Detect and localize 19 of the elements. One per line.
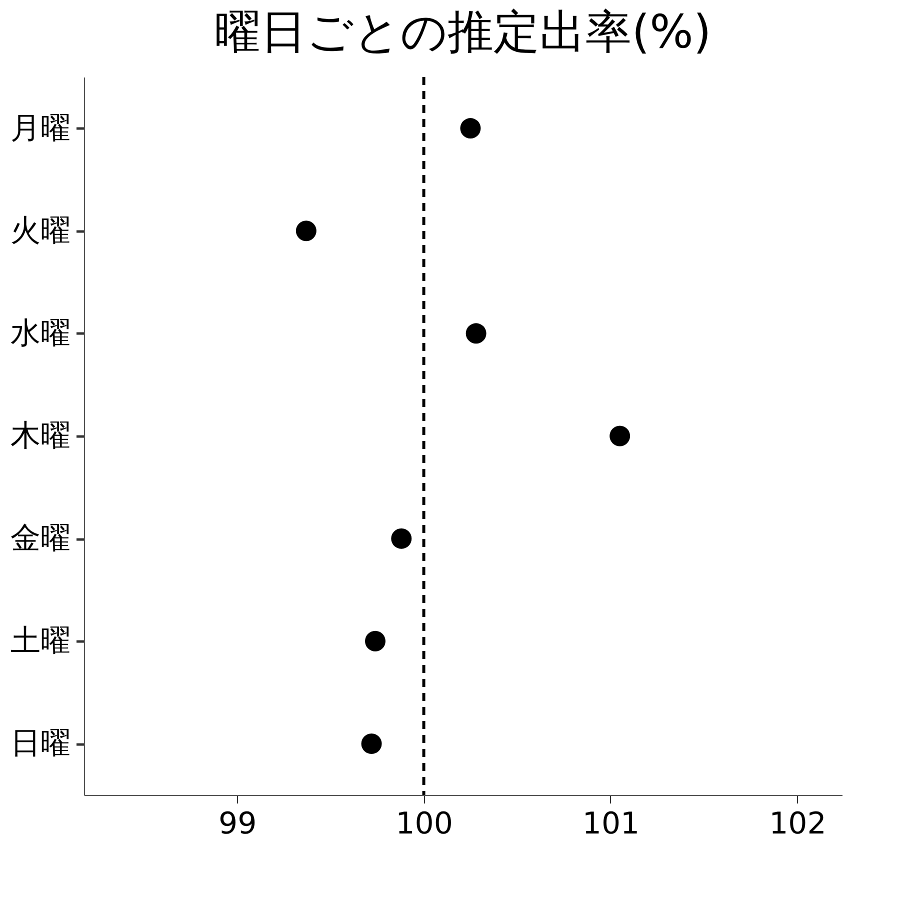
y-tick-label: 金曜 bbox=[10, 521, 70, 556]
chart-title: 曜日ごとの推定出率(%) bbox=[214, 4, 712, 58]
y-tick-label: 土曜 bbox=[10, 624, 70, 659]
y-tick-label: 月曜 bbox=[10, 110, 70, 146]
point bbox=[391, 528, 412, 549]
point bbox=[296, 220, 316, 242]
y-tick-label: 木曜 bbox=[10, 418, 70, 454]
y-tick-label: 水曜 bbox=[10, 316, 70, 351]
x-tick-label: 100 bbox=[396, 806, 453, 842]
x-tick-label: 102 bbox=[769, 806, 826, 842]
y-tick-label: 日曜 bbox=[10, 726, 70, 762]
point bbox=[466, 323, 486, 344]
point bbox=[610, 426, 630, 446]
x-tick-label: 99 bbox=[218, 806, 257, 842]
y-tick-label: 火曜 bbox=[10, 213, 70, 248]
x-tick-label: 101 bbox=[582, 806, 640, 842]
point bbox=[460, 118, 481, 139]
point bbox=[361, 733, 382, 754]
point bbox=[365, 630, 386, 652]
